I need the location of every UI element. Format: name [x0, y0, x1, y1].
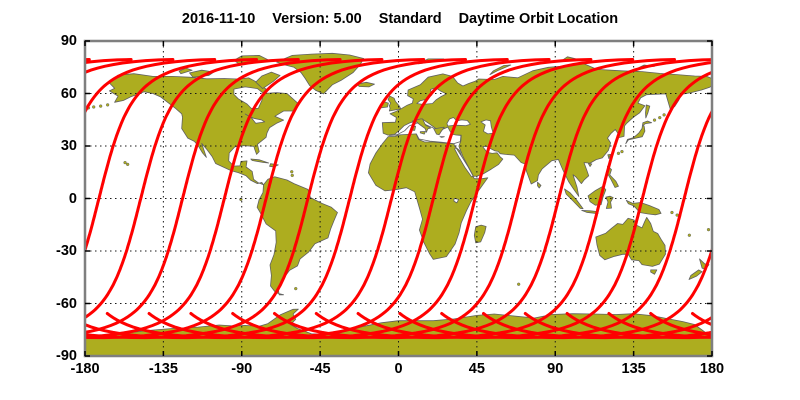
- orbit-ground-track: [314, 60, 712, 340]
- x-tick-label: 180: [699, 361, 725, 377]
- y-tick-label: -90: [56, 348, 77, 364]
- y-tick-label: -30: [56, 243, 77, 259]
- y-tick-label: 60: [60, 85, 77, 102]
- title-mode: Standard: [378, 11, 442, 27]
- land-taiwan: [607, 154, 611, 159]
- island-dot: [105, 103, 110, 107]
- y-tick-label: -60: [56, 295, 77, 312]
- island-dot: [616, 151, 621, 156]
- island-dot: [517, 282, 521, 286]
- land-iceland: [356, 81, 375, 88]
- orbit-tracks-layer: [0, 58, 800, 340]
- orbit-ground-track: [776, 60, 800, 338]
- land-africa: [368, 133, 489, 260]
- island-dot: [92, 105, 96, 109]
- land-sicily: [419, 131, 426, 135]
- orbit-ground-track: [356, 70, 712, 340]
- orbit-ground-track: [734, 60, 800, 338]
- axis-ticks: [84, 40, 713, 357]
- orbit-ground-track: [273, 58, 712, 340]
- land-baffin-island: [255, 71, 281, 89]
- x-tick-label: -135: [148, 361, 178, 377]
- island-dot: [620, 149, 624, 154]
- orbit-ground-track: [85, 58, 258, 255]
- land-italy: [411, 118, 432, 133]
- y-tick-label: 90: [60, 33, 77, 49]
- island-dot: [290, 170, 294, 174]
- land-japan: [625, 120, 652, 145]
- land-crete: [439, 136, 445, 138]
- orbit-ground-track: [398, 108, 712, 340]
- island-dot: [670, 210, 674, 215]
- island-dot: [290, 173, 294, 178]
- land-sumatra: [564, 188, 584, 210]
- land-new-zealand-south: [688, 269, 703, 280]
- title-product: Daytime Orbit Location: [458, 11, 619, 27]
- x-tick-label: 45: [468, 361, 485, 377]
- y-tick-label: 30: [60, 138, 77, 154]
- orbit-ground-track: [85, 58, 217, 115]
- land-philippines: [606, 165, 619, 188]
- land-sulawesi: [605, 195, 614, 209]
- x-tick-label: -180: [70, 361, 100, 377]
- land-eurasia: [381, 63, 712, 197]
- x-tick-label: 0: [394, 361, 403, 377]
- x-tick-label: 90: [547, 361, 564, 377]
- y-tick-label: 0: [68, 190, 77, 207]
- orbit-ground-track: [85, 58, 300, 320]
- island-dot: [652, 118, 657, 122]
- land-sri-lanka: [537, 181, 542, 189]
- island-dot: [658, 116, 662, 120]
- island-dot: [687, 233, 692, 237]
- land-hainan: [587, 163, 593, 167]
- title-date: 2016-11-10: [181, 11, 256, 27]
- land-madagascar: [473, 224, 487, 244]
- land-tasmania: [650, 269, 658, 275]
- x-tick-label: -90: [231, 361, 253, 377]
- island-dot: [706, 228, 711, 232]
- title-version: Version: 5.00: [272, 11, 362, 27]
- x-tick-label: 135: [621, 361, 646, 377]
- island-dot: [662, 113, 666, 117]
- land-sakhalin: [645, 104, 651, 119]
- land-cuba: [250, 158, 270, 164]
- land-novaya-zemlya: [489, 64, 512, 75]
- water-red-sea: [454, 147, 474, 178]
- island-dot: [294, 286, 298, 291]
- land-great-britain: [387, 95, 402, 112]
- land-greece: [433, 126, 445, 136]
- water-black-sea: [446, 117, 471, 127]
- water-lake-victoria: [453, 198, 459, 204]
- island-dot: [123, 160, 127, 165]
- x-tick-label: -45: [309, 361, 331, 377]
- island-dot: [99, 104, 103, 108]
- land-new-guinea: [625, 199, 662, 216]
- orbit-ground-track: [0, 60, 6, 338]
- island-dot: [126, 162, 130, 167]
- chart-title: 2016-11-10 Version: 5.00 Standard Daytim…: [0, 11, 800, 27]
